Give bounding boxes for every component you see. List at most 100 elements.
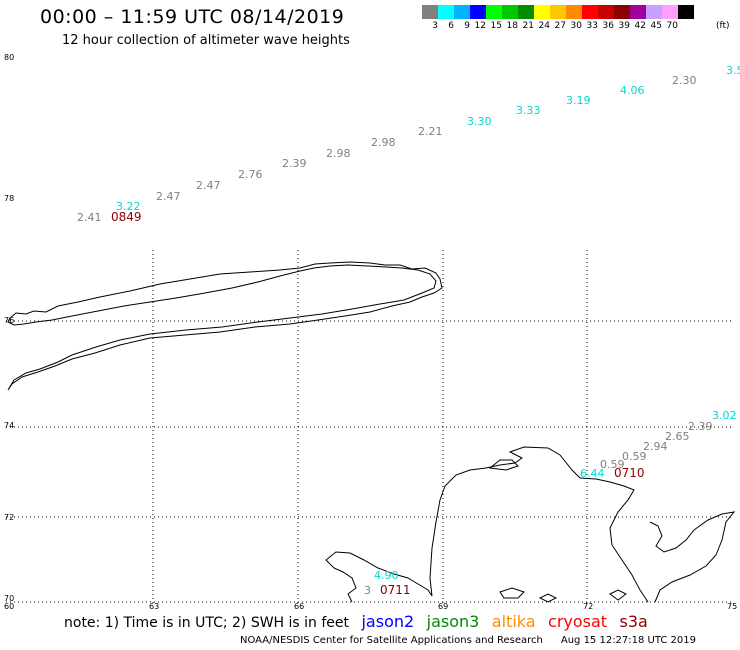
- legend-swatch: [422, 5, 438, 19]
- lat-label-72: 72: [4, 513, 14, 522]
- wave-height-value: 3.5: [726, 64, 740, 77]
- legend-swatch: [518, 5, 534, 19]
- satellite-jason3: jason3: [426, 612, 480, 631]
- pass-time-label: 0849: [111, 210, 142, 224]
- legend-swatch: [438, 5, 454, 19]
- lon-label-63: 63: [149, 602, 159, 611]
- legend-swatch: [662, 5, 678, 19]
- legend-label: 15: [490, 21, 502, 31]
- map-subtitle: 12 hour collection of altimeter wave hei…: [62, 33, 350, 48]
- color-scale-legend: [422, 5, 694, 19]
- legend-label: 3: [432, 21, 438, 31]
- mainland-outline: [325, 446, 649, 603]
- credit-text: NOAA/NESDIS Center for Satellite Applica…: [240, 635, 543, 646]
- wave-height-value: 4.90: [374, 569, 399, 582]
- pass-time-label: 0710: [614, 466, 645, 480]
- legend-label: 70: [666, 21, 678, 31]
- color-scale-labels: 3 6 9 12 15 18 21 24 27 30 33 36 39 42 45 70: [422, 21, 678, 31]
- note-text: note: 1) Time is in UTC; 2) SWH is in fe…: [64, 615, 350, 631]
- pass-time-label: 0711: [380, 583, 411, 597]
- lon-label-69: 69: [438, 602, 448, 611]
- wave-height-value: 3.33: [516, 104, 541, 117]
- legend-swatch: [470, 5, 486, 19]
- legend-label: 27: [554, 21, 566, 31]
- wave-height-values: 2.41 3.22 2.47 2.47 2.76 2.39 2.98 2.98 …: [77, 64, 740, 597]
- satellite-altika: altika: [491, 612, 536, 631]
- wave-height-value: 0.59: [622, 450, 647, 463]
- map-title: 00:00 – 11:59 UTC 08/14/2019: [40, 6, 345, 28]
- legend-swatch: [486, 5, 502, 19]
- east-coast-outline: [649, 511, 736, 603]
- lon-label-75: 75: [727, 602, 737, 611]
- wave-height-value: 2.39: [688, 420, 713, 433]
- lat-label-70: 70: [4, 594, 14, 603]
- legend-swatch: [550, 5, 566, 19]
- legend-swatch: [534, 5, 550, 19]
- lon-label-66: 66: [294, 602, 304, 611]
- color-scale-unit: (ft): [716, 21, 730, 31]
- lat-label-80: 80: [4, 53, 14, 62]
- wave-height-value: 2.47: [156, 190, 181, 203]
- small-island-b: [499, 587, 525, 599]
- generation-timestamp: Aug 15 12:27:18 UTC 2019: [560, 635, 697, 646]
- wave-height-value: 3.22: [116, 200, 141, 213]
- lon-label-60: 60: [4, 602, 14, 611]
- wave-height-value: 2.98: [326, 147, 351, 160]
- legend-label: 9: [464, 21, 470, 31]
- lat-label-76: 76: [4, 316, 14, 325]
- legend-swatch: [630, 5, 646, 19]
- wave-height-value: 3: [364, 584, 371, 597]
- lat-labels: 80 78 76 74 72 70: [4, 53, 14, 603]
- lon-label-72: 72: [583, 602, 593, 611]
- lat-label-74: 74: [4, 421, 14, 430]
- graticule: [6, 250, 734, 606]
- legend-label: 42: [634, 21, 646, 31]
- legend-swatch: [598, 5, 614, 19]
- legend-swatch: [566, 5, 582, 19]
- satellite-s3a: s3a: [619, 612, 648, 631]
- legend-label: 21: [522, 21, 534, 31]
- credit-footer: NOAA/NESDIS Center for Satellite Applica…: [240, 635, 696, 646]
- legend-swatch: [582, 5, 598, 19]
- wave-height-value: 2.21: [418, 125, 443, 138]
- satellite-jason2: jason2: [361, 612, 415, 631]
- wave-height-value: 2.65: [665, 430, 690, 443]
- legend-label: 33: [586, 21, 598, 31]
- pass-times: 0849 0710 0711: [111, 210, 645, 597]
- legend-swatch: [678, 5, 694, 19]
- wave-height-value: 2.94: [643, 440, 668, 453]
- island-outline: [7, 261, 443, 391]
- legend-label: 45: [650, 21, 662, 31]
- wave-height-value: 2.98: [371, 136, 396, 149]
- legend-label: 30: [570, 21, 582, 31]
- wave-height-value: 2.39: [282, 157, 307, 170]
- wave-height-value: 2.30: [672, 74, 697, 87]
- footnote: note: 1) Time is in UTC; 2) SWH is in fe…: [64, 612, 648, 631]
- coastline: [7, 261, 736, 603]
- wave-height-value: 4.06: [620, 84, 645, 97]
- legend-label: 12: [474, 21, 486, 31]
- wave-height-value: 0.59: [600, 458, 625, 471]
- legend-swatch: [646, 5, 662, 19]
- satellite-cryosat: cryosat: [548, 612, 608, 631]
- legend-swatch: [454, 5, 470, 19]
- lon-labels: 60 63 66 69 72 75: [4, 602, 737, 611]
- legend-swatch: [614, 5, 630, 19]
- small-island-d: [609, 589, 627, 601]
- legend-label: 24: [538, 21, 550, 31]
- small-island-c: [538, 593, 558, 603]
- small-island-a: [488, 459, 519, 471]
- legend-label: 6: [448, 21, 454, 31]
- legend-label: 39: [618, 21, 630, 31]
- wave-height-value: 3.02: [712, 409, 737, 422]
- wave-height-value: 2.41: [77, 211, 102, 224]
- wave-height-value: 2.47: [196, 179, 221, 192]
- legend-label: 18: [506, 21, 518, 31]
- legend-label: 36: [602, 21, 614, 31]
- wave-height-value: 3.30: [467, 115, 492, 128]
- wave-height-value: 3.19: [566, 94, 591, 107]
- lat-label-78: 78: [4, 194, 14, 203]
- wave-height-value: 6.44: [580, 467, 605, 480]
